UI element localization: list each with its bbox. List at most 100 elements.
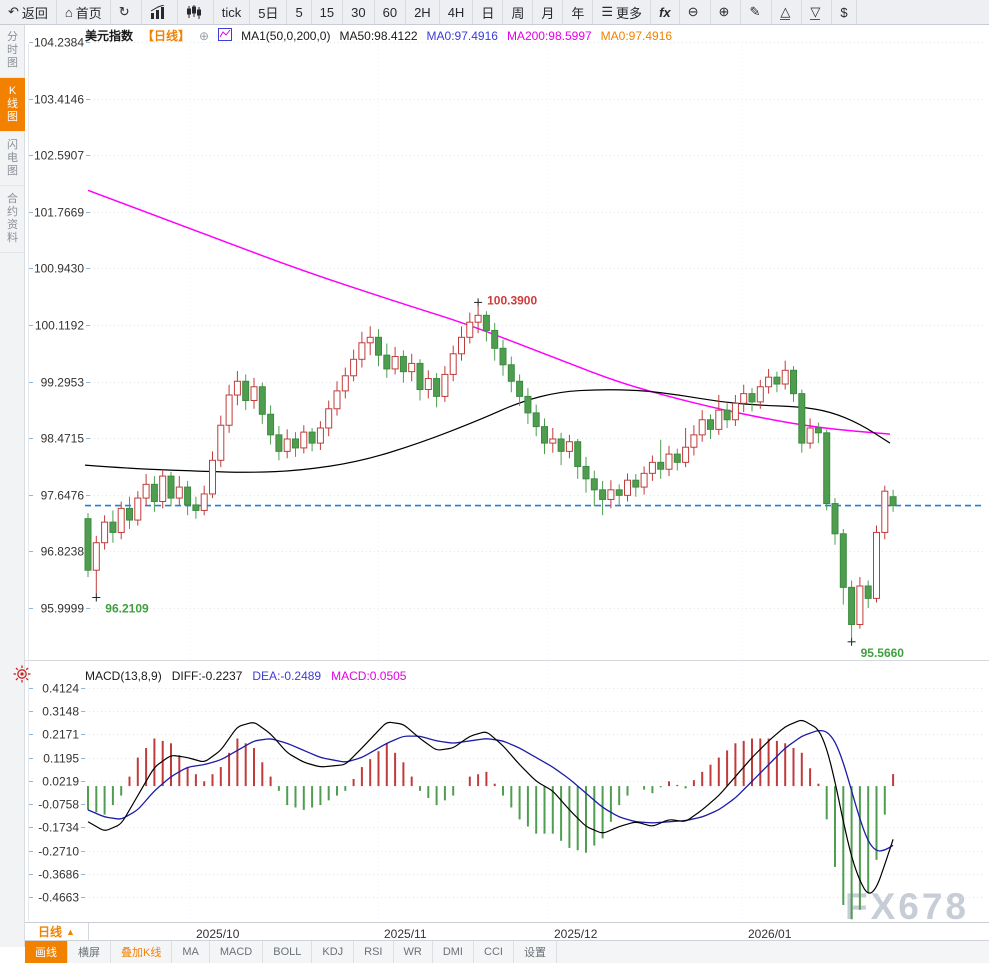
bb-draw[interactable]: 画线 bbox=[25, 941, 68, 963]
candle-down bbox=[375, 336, 382, 356]
candle-down bbox=[590, 478, 598, 491]
tab-lightning-chart[interactable]: 闪电图 bbox=[0, 132, 25, 186]
period-2h-button[interactable]: 2H bbox=[406, 0, 440, 24]
home-button[interactable]: ⌂ 首页 bbox=[57, 0, 111, 24]
period-5-button[interactable]: 5 bbox=[287, 0, 312, 24]
line-chart-button[interactable] bbox=[142, 0, 178, 24]
macd-y-label: -0.2710 bbox=[38, 845, 79, 859]
candle-up bbox=[142, 483, 150, 499]
candle-up bbox=[408, 362, 416, 373]
candle-up bbox=[391, 356, 399, 370]
candle-down bbox=[292, 438, 299, 449]
period-tick-button[interactable]: tick bbox=[214, 0, 251, 24]
add-indicator-icon[interactable]: ⊕ bbox=[199, 28, 210, 43]
period-month-button-label: 月 bbox=[541, 5, 555, 21]
candle-chart-button[interactable] bbox=[178, 0, 214, 24]
more-button[interactable]: ☰ 更多 bbox=[593, 0, 652, 24]
y-axis-label: 100.1192 bbox=[35, 319, 84, 333]
candle-down bbox=[831, 503, 839, 535]
candle-down bbox=[524, 395, 532, 414]
candle-up bbox=[316, 427, 324, 444]
bb-wr[interactable]: WR bbox=[394, 941, 433, 963]
y-axis-label: 103.4146 bbox=[34, 93, 84, 107]
formula-button-label: fx bbox=[659, 4, 671, 20]
period-2h-button-label: 2H bbox=[414, 4, 431, 20]
macd-settings-label: MACD(13,8,9) bbox=[85, 669, 162, 683]
bb-overlay-kline[interactable]: 叠加K线 bbox=[111, 941, 173, 963]
home-icon: ⌂ bbox=[64, 4, 73, 20]
candle-down bbox=[150, 483, 158, 503]
back-button[interactable]: ↶ 返回 bbox=[0, 0, 57, 24]
candle-down bbox=[707, 419, 714, 430]
period-year-button[interactable]: 年 bbox=[563, 0, 594, 24]
bb-landscape[interactable]: 横屏 bbox=[68, 941, 111, 963]
draw-pencil-button[interactable]: ✎ bbox=[741, 0, 773, 24]
candle-down bbox=[507, 364, 515, 382]
period-30-button[interactable]: 30 bbox=[343, 0, 375, 24]
candlestick-series bbox=[84, 306, 897, 638]
formula-button[interactable]: fx bbox=[651, 0, 680, 24]
candle-up bbox=[217, 424, 225, 461]
candle-up bbox=[690, 434, 698, 448]
home-button-label: 首页 bbox=[75, 5, 102, 21]
period-5d-button[interactable]: 5日 bbox=[250, 0, 288, 24]
candle-up bbox=[200, 493, 208, 511]
candle-down bbox=[109, 521, 117, 533]
candle-up bbox=[366, 336, 374, 344]
zoom-out-button[interactable]: ⊖ bbox=[680, 0, 711, 24]
macd-y-label: 0.3148 bbox=[42, 705, 79, 719]
bb-macd[interactable]: MACD bbox=[210, 941, 264, 963]
candle-down bbox=[599, 489, 607, 500]
ma50-value: MA50:98.4122 bbox=[339, 28, 418, 43]
candle-up bbox=[806, 427, 814, 444]
period-selector[interactable]: 日线 ▲ bbox=[25, 923, 89, 940]
period-60-button[interactable]: 60 bbox=[375, 0, 407, 24]
candle-up bbox=[549, 438, 557, 444]
bb-kdj[interactable]: KDJ bbox=[312, 941, 355, 963]
candle-up bbox=[225, 394, 233, 426]
macd-y-label: -0.1734 bbox=[38, 821, 79, 835]
candle-down bbox=[582, 465, 590, 480]
y-axis-label: 100.9430 bbox=[34, 262, 84, 276]
candle-up bbox=[175, 486, 183, 499]
y-axis-label: 95.9999 bbox=[41, 602, 85, 616]
bb-ma[interactable]: MA bbox=[172, 941, 210, 963]
arrow-up-icon: ▲ bbox=[66, 926, 75, 937]
more-icon: ☰ bbox=[601, 4, 614, 19]
triangle-up-button[interactable]: △ bbox=[772, 0, 803, 24]
period-4h-button[interactable]: 4H bbox=[440, 0, 474, 24]
indicator-settings-sun-icon[interactable] bbox=[12, 664, 32, 684]
macd-y-label: 0.2171 bbox=[42, 728, 79, 742]
candle-down bbox=[823, 432, 831, 505]
bb-cci[interactable]: CCI bbox=[474, 941, 514, 963]
bb-boll[interactable]: BOLL bbox=[263, 941, 313, 963]
line-chart-icon bbox=[150, 5, 166, 19]
macd-dea-value: DEA:-0.2489 bbox=[252, 669, 322, 683]
indicator-window-icon[interactable] bbox=[218, 27, 233, 44]
candle-down bbox=[126, 507, 133, 521]
tab-time-chart[interactable]: 分时图 bbox=[0, 24, 25, 78]
candle-down bbox=[532, 412, 540, 428]
bb-rsi[interactable]: RSI bbox=[354, 941, 394, 963]
period-15-button[interactable]: 15 bbox=[312, 0, 344, 24]
bb-dmi[interactable]: DMI bbox=[433, 941, 474, 963]
candle-up bbox=[209, 459, 216, 495]
candle-up bbox=[665, 453, 673, 470]
triangle-down-button[interactable]: ▽ bbox=[802, 0, 833, 24]
bb-settings[interactable]: 设置 bbox=[514, 941, 557, 963]
refresh-button[interactable]: ↻ bbox=[111, 0, 142, 24]
dollar-button[interactable]: $ bbox=[832, 0, 857, 24]
candle-up bbox=[698, 419, 706, 436]
candle-down bbox=[482, 314, 490, 331]
zoom-in-button[interactable]: ⊕ bbox=[711, 0, 742, 24]
period-week-button[interactable]: 周 bbox=[503, 0, 534, 24]
period-15-button-label: 15 bbox=[319, 4, 335, 20]
candle-up bbox=[341, 375, 349, 392]
period-month-button[interactable]: 月 bbox=[533, 0, 564, 24]
period-30-button-label: 30 bbox=[351, 4, 366, 20]
period-5d-button-label: 5日 bbox=[258, 5, 279, 21]
period-day-button[interactable]: 日 bbox=[473, 0, 504, 24]
tab-contract-info[interactable]: 合约资料 bbox=[0, 186, 25, 253]
